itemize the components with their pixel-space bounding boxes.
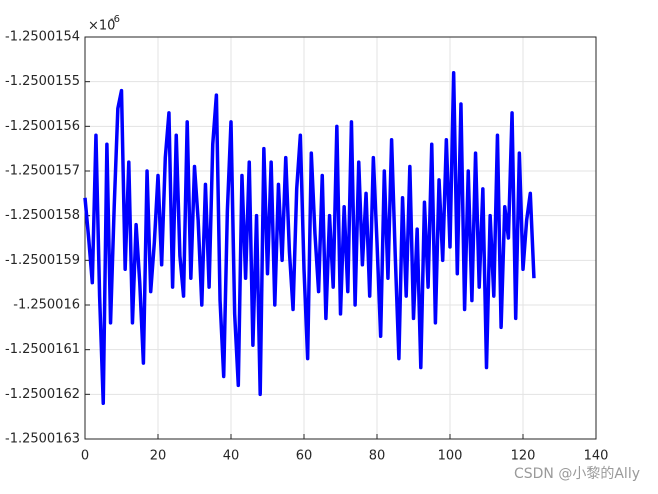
y-exponent-base: ×10 [88,19,115,34]
x-tick-label: 140 [584,449,609,464]
y-exponent-power: -6 [110,14,120,25]
x-tick-label: 120 [511,449,536,464]
x-tick-label: 60 [296,449,313,464]
watermark: CSDN @小黎的Ally [514,466,640,482]
x-tick-label: 80 [369,449,386,464]
y-tick-label: -1.250016 [13,298,80,313]
y-tick-label: -1.2500157 [5,164,80,179]
axes-box [84,36,597,440]
data-line [83,70,536,406]
y-tick-label: -1.2500154 [5,30,80,45]
y-tick-label: -1.2500158 [5,208,80,223]
y-tick-label: -1.2500156 [5,119,80,134]
y-tick-label: -1.2500162 [5,387,80,402]
x-tick-label: 40 [223,449,240,464]
y-tick-label: -1.2500155 [5,74,80,89]
x-tick-label: 100 [438,449,463,464]
x-tick-label: 0 [81,449,89,464]
x-tick-label: 20 [150,449,167,464]
y-tick-label: -1.2500161 [5,342,80,357]
y-tick-label: -1.2500159 [5,253,80,268]
y-tick-label: -1.2500163 [5,432,80,447]
